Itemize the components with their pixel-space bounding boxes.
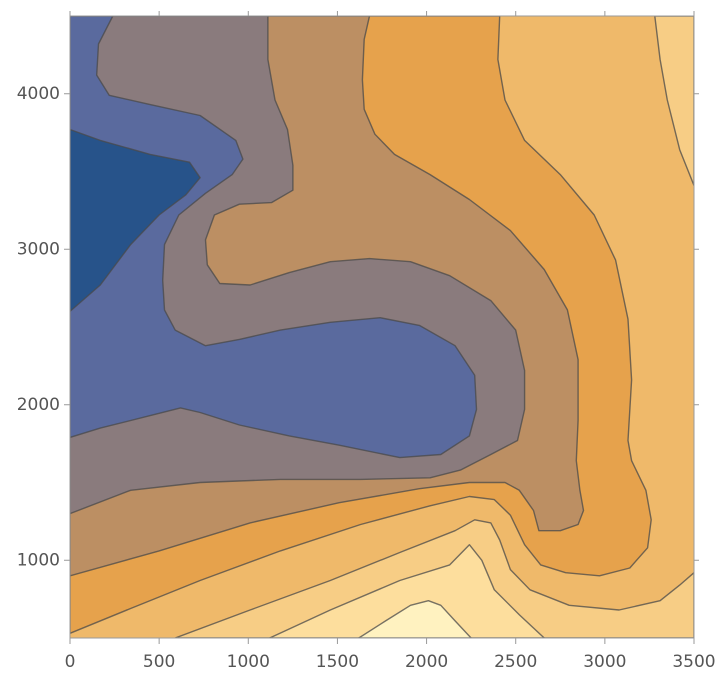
y-tick-label: 4000 xyxy=(17,84,60,104)
contour-region xyxy=(654,16,694,187)
x-tick-label: 500 xyxy=(143,652,175,672)
contour-region xyxy=(358,600,472,638)
x-tick-label: 3500 xyxy=(672,652,715,672)
x-tick-label: 3000 xyxy=(583,652,626,672)
contour-region xyxy=(70,16,478,459)
x-tick-label: 2000 xyxy=(405,652,448,672)
y-tick-label: 1000 xyxy=(17,550,60,570)
y-tick-label: 3000 xyxy=(17,239,60,259)
plot-area xyxy=(70,16,694,638)
y-tick-label: 2000 xyxy=(17,395,60,415)
contour-region xyxy=(269,544,545,638)
x-tick-label: 0 xyxy=(65,652,76,672)
axes: 0 500 1000 1500 2000 2500 3000 3500 1000 2000 3000… xyxy=(17,11,716,672)
x-tick-label: 1000 xyxy=(227,652,270,672)
contour-region xyxy=(70,128,201,313)
x-tick-label: 1500 xyxy=(316,652,359,672)
x-tick-label: 2500 xyxy=(494,652,537,672)
plot-frame xyxy=(69,15,695,639)
